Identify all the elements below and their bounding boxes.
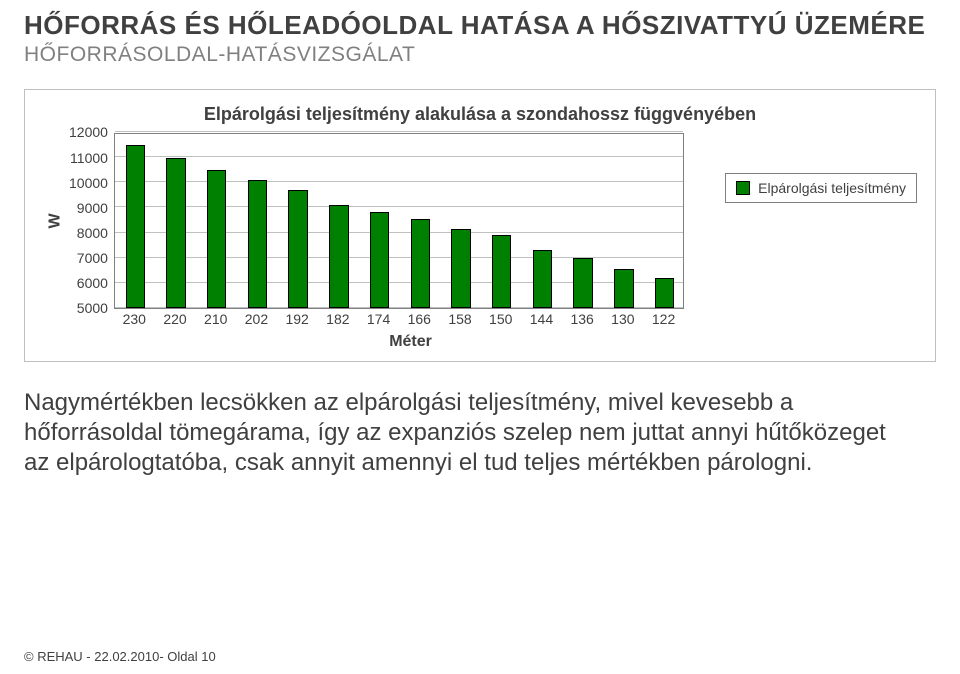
footer: © REHAU - 22.02.2010- Oldal 10 <box>24 649 216 664</box>
x-axis-ticks: 230 220 210 202 192 182 174 166 158 150 144 136 130 1… <box>114 309 684 329</box>
bar <box>573 258 593 308</box>
bar <box>329 205 349 308</box>
x-tick-label: 210 <box>204 311 227 327</box>
gridline <box>115 156 683 157</box>
y-tick-label: 12000 <box>69 120 108 145</box>
x-tick-label: 150 <box>489 311 512 327</box>
x-tick-label: 202 <box>245 311 268 327</box>
bar <box>207 170 227 308</box>
x-tick-label: 136 <box>570 311 593 327</box>
bar <box>288 190 308 308</box>
page-subtitle: HŐFORRÁSOLDAL-HATÁSVIZSGÁLAT <box>24 43 936 67</box>
body-paragraph: Nagymértékben lecsökken az elpárolgási t… <box>24 388 936 478</box>
gridline <box>115 232 683 233</box>
bar <box>370 212 390 308</box>
plot-area <box>114 133 684 309</box>
bar <box>451 229 471 308</box>
chart-title: Elpárolgási teljesítmény alakulása a szo… <box>43 104 917 125</box>
y-tick-label: 8000 <box>77 221 108 246</box>
y-axis-ticks: 12000110001000090008000700060005000 <box>69 120 114 321</box>
y-tick-label: 6000 <box>77 271 108 296</box>
gridline <box>115 282 683 283</box>
gridline <box>115 206 683 207</box>
gridline <box>115 181 683 182</box>
legend: Elpárolgási teljesítmény <box>725 173 917 203</box>
chart-row: W 12000110001000090008000700060005000 23… <box>43 133 917 351</box>
gridline <box>115 257 683 258</box>
y-tick-label: 10000 <box>69 171 108 196</box>
legend-column: Elpárolgási teljesítmény <box>725 133 917 203</box>
bar <box>492 235 512 308</box>
x-tick-label: 130 <box>611 311 634 327</box>
x-tick-label: 144 <box>530 311 553 327</box>
chart-container: Elpárolgási teljesítmény alakulása a szo… <box>24 89 936 362</box>
x-tick-label: 230 <box>123 311 146 327</box>
x-tick-label: 220 <box>163 311 186 327</box>
y-tick-label: 7000 <box>77 246 108 271</box>
y-tick-label: 9000 <box>77 196 108 221</box>
bar <box>655 278 675 308</box>
slide: HŐFORRÁS ÉS HŐLEADÓOLDAL HATÁSA A HŐSZIV… <box>0 0 960 674</box>
y-tick-label: 5000 <box>77 296 108 321</box>
x-tick-label: 122 <box>652 311 675 327</box>
y-tick-label: 11000 <box>70 146 108 171</box>
x-tick-label: 158 <box>448 311 471 327</box>
y-axis-label: W <box>47 213 65 228</box>
bar <box>614 269 634 308</box>
bar <box>533 250 553 308</box>
x-tick-label: 192 <box>285 311 308 327</box>
x-tick-label: 166 <box>408 311 431 327</box>
bar <box>166 158 186 308</box>
x-tick-label: 182 <box>326 311 349 327</box>
bar <box>248 180 268 308</box>
plot-column: 230 220 210 202 192 182 174 166 158 150 144 136 130 1… <box>114 133 707 351</box>
page-title: HŐFORRÁS ÉS HŐLEADÓOLDAL HATÁSA A HŐSZIV… <box>24 10 936 41</box>
bar <box>411 219 431 308</box>
x-axis-label: Méter <box>114 333 707 351</box>
x-tick-label: 174 <box>367 311 390 327</box>
legend-swatch <box>736 181 750 195</box>
gridline <box>115 307 683 308</box>
legend-label: Elpárolgási teljesítmény <box>758 180 906 196</box>
y-axis-label-col: W <box>43 133 69 309</box>
bar <box>126 145 146 308</box>
gridline <box>115 131 683 132</box>
